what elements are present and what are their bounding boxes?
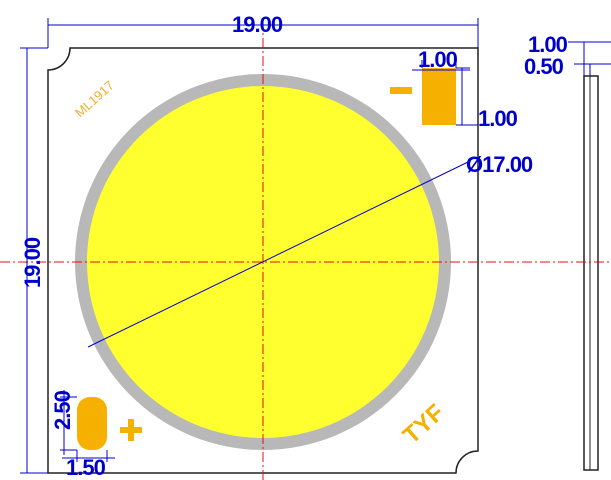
width-label: 19.00 xyxy=(232,12,283,37)
dim-pad-width xyxy=(412,60,470,71)
side-offset-label: 0.50 xyxy=(524,54,564,79)
pad2-height-label: 2.50 xyxy=(50,390,75,430)
pad-width-label: 1.00 xyxy=(418,47,458,72)
dim-pad2-height xyxy=(60,390,77,455)
pad2-width-label: 1.50 xyxy=(66,455,106,480)
dim-pad-height xyxy=(456,67,478,126)
side-view xyxy=(583,75,599,471)
pad-height-label: 1.00 xyxy=(478,106,518,131)
minus-sign xyxy=(390,87,412,94)
diameter-label: Ø17.00 xyxy=(466,152,533,177)
height-label: 19.00 xyxy=(20,237,45,288)
pad-positive xyxy=(77,397,107,450)
dim-side xyxy=(568,41,611,76)
dim-height xyxy=(20,47,48,474)
dim-width xyxy=(47,18,479,48)
pad-negative xyxy=(422,68,456,125)
dim-pad2-width xyxy=(62,450,115,462)
plus-sign xyxy=(120,419,142,441)
dim-diameter xyxy=(87,161,469,348)
side-thickness-label: 1.00 xyxy=(528,32,568,57)
